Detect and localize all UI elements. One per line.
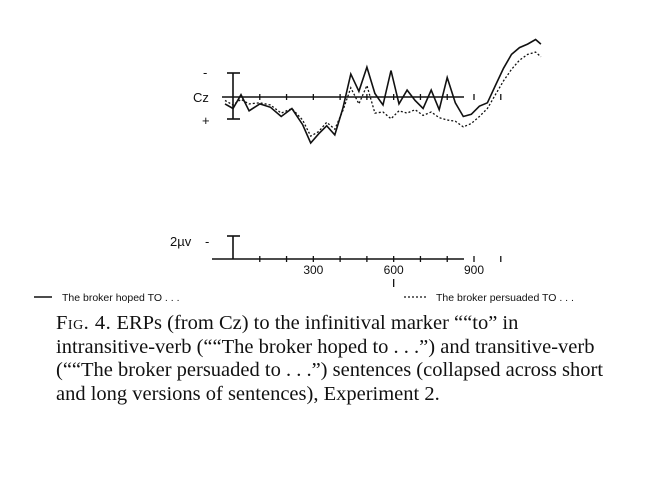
baseline-ticks bbox=[259, 94, 502, 100]
series-line-hoped bbox=[224, 38, 542, 145]
calibration-label: 2µv bbox=[170, 234, 192, 249]
polarity-negative-label: - bbox=[203, 65, 207, 80]
x-tick-label: 600 bbox=[384, 263, 404, 277]
caption-text: ERPs (from Cz) to the infinitival marker… bbox=[56, 312, 604, 405]
time-axis-ticks bbox=[259, 256, 502, 262]
legend-label-hoped: The broker hoped TO . . . bbox=[62, 292, 180, 304]
caption-lead: Fig. 4. bbox=[56, 312, 112, 334]
erp-figure: - Cz + 2µv - 300 600 900 The broker hoped … bbox=[34, 38, 574, 304]
figure-caption: Fig. 4. ERPs (from Cz) to the infinitiva… bbox=[56, 312, 616, 406]
time-tick-labels: 300 600 900 bbox=[303, 263, 484, 277]
legend: The broker hoped TO . . . The broker per… bbox=[34, 292, 574, 304]
electrode-label: Cz bbox=[193, 90, 209, 105]
calibration-sign: - bbox=[205, 234, 209, 249]
legend-label-persuaded: The broker persuaded TO . . . bbox=[436, 292, 574, 304]
x-tick-label: 900 bbox=[464, 263, 484, 277]
erp-waveform-panel: - Cz + bbox=[193, 38, 542, 145]
time-axis-panel: 2µv - 300 600 900 bbox=[170, 234, 502, 287]
series-line-persuaded bbox=[224, 51, 542, 138]
polarity-positive-label: + bbox=[202, 113, 210, 128]
x-tick-label: 300 bbox=[303, 263, 323, 277]
